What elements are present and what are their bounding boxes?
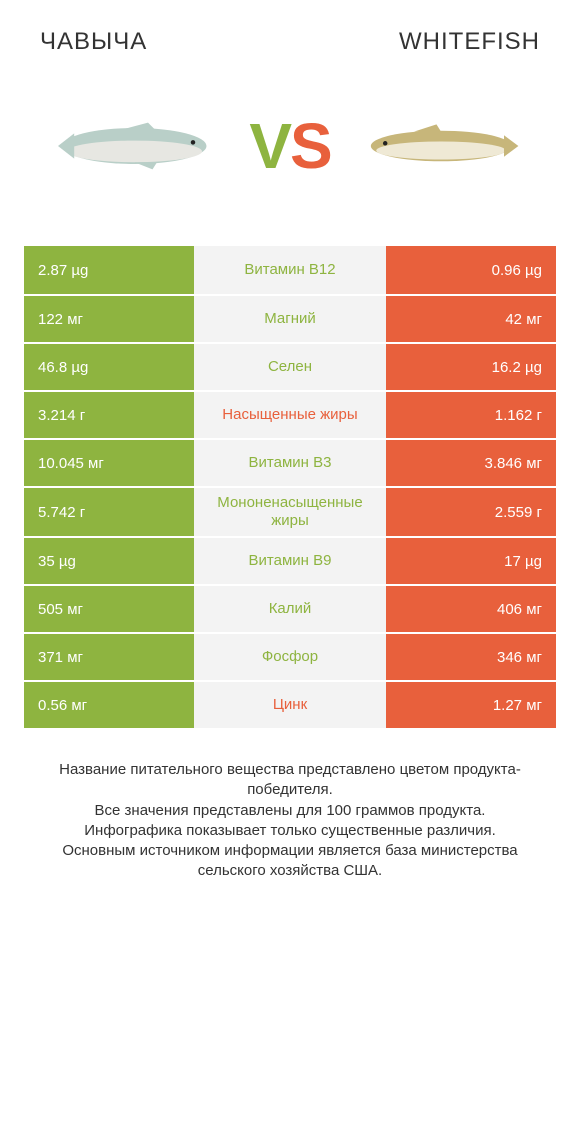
cell-nutrient-label: Фосфор [194,634,386,680]
cell-right-value: 1.27 мг [386,682,556,728]
cell-nutrient-label: Цинк [194,682,386,728]
cell-right-value: 3.846 мг [386,440,556,486]
hero-row: VS [0,66,580,246]
fish-left-image [49,96,229,196]
footnote: Название питательного вещества представл… [0,728,580,882]
cell-nutrient-label: Витамин B9 [194,538,386,584]
table-row: 35 µgВитамин B917 µg [24,536,556,584]
cell-nutrient-label: Мононенасыщенные жиры [194,488,386,536]
cell-right-value: 42 мг [386,296,556,342]
cell-right-value: 1.162 г [386,392,556,438]
vs-s: S [290,110,331,182]
cell-left-value: 35 µg [24,538,194,584]
vs-label: VS [249,109,330,183]
cell-nutrient-label: Насыщенные жиры [194,392,386,438]
cell-right-value: 346 мг [386,634,556,680]
cell-right-value: 17 µg [386,538,556,584]
cell-left-value: 371 мг [24,634,194,680]
cell-left-value: 10.045 мг [24,440,194,486]
footnote-line: Название питательного вещества представл… [30,760,550,801]
cell-nutrient-label: Селен [194,344,386,390]
cell-nutrient-label: Калий [194,586,386,632]
table-row: 0.56 мгЦинк1.27 мг [24,680,556,728]
table-row: 3.214 гНасыщенные жиры1.162 г [24,390,556,438]
comparison-table: 2.87 µgВитамин B120.96 µg122 мгМагний42 … [0,246,580,728]
table-row: 122 мгМагний42 мг [24,294,556,342]
header: ЧАВЫЧА WHITEFISH [0,0,580,66]
cell-left-value: 505 мг [24,586,194,632]
cell-right-value: 2.559 г [386,488,556,536]
cell-left-value: 2.87 µg [24,246,194,294]
title-right: WHITEFISH [399,28,540,56]
footnote-line: Основным источником информации является … [30,841,550,882]
cell-left-value: 46.8 µg [24,344,194,390]
title-left: ЧАВЫЧА [40,28,147,56]
cell-left-value: 5.742 г [24,488,194,536]
cell-nutrient-label: Витамин B3 [194,440,386,486]
table-row: 371 мгФосфор346 мг [24,632,556,680]
cell-nutrient-label: Магний [194,296,386,342]
cell-left-value: 122 мг [24,296,194,342]
vs-v: V [249,110,290,182]
cell-right-value: 0.96 µg [386,246,556,294]
cell-right-value: 406 мг [386,586,556,632]
footnote-line: Все значения представлены для 100 граммо… [30,801,550,821]
cell-left-value: 0.56 мг [24,682,194,728]
footnote-line: Инфографика показывает только существенн… [30,821,550,841]
table-row: 5.742 гМононенасыщенные жиры2.559 г [24,486,556,536]
cell-right-value: 16.2 µg [386,344,556,390]
table-row: 505 мгКалий406 мг [24,584,556,632]
cell-left-value: 3.214 г [24,392,194,438]
table-row: 10.045 мгВитамин B33.846 мг [24,438,556,486]
cell-nutrient-label: Витамин B12 [194,246,386,294]
fish-right-image [351,96,531,196]
table-row: 46.8 µgСелен16.2 µg [24,342,556,390]
table-row: 2.87 µgВитамин B120.96 µg [24,246,556,294]
